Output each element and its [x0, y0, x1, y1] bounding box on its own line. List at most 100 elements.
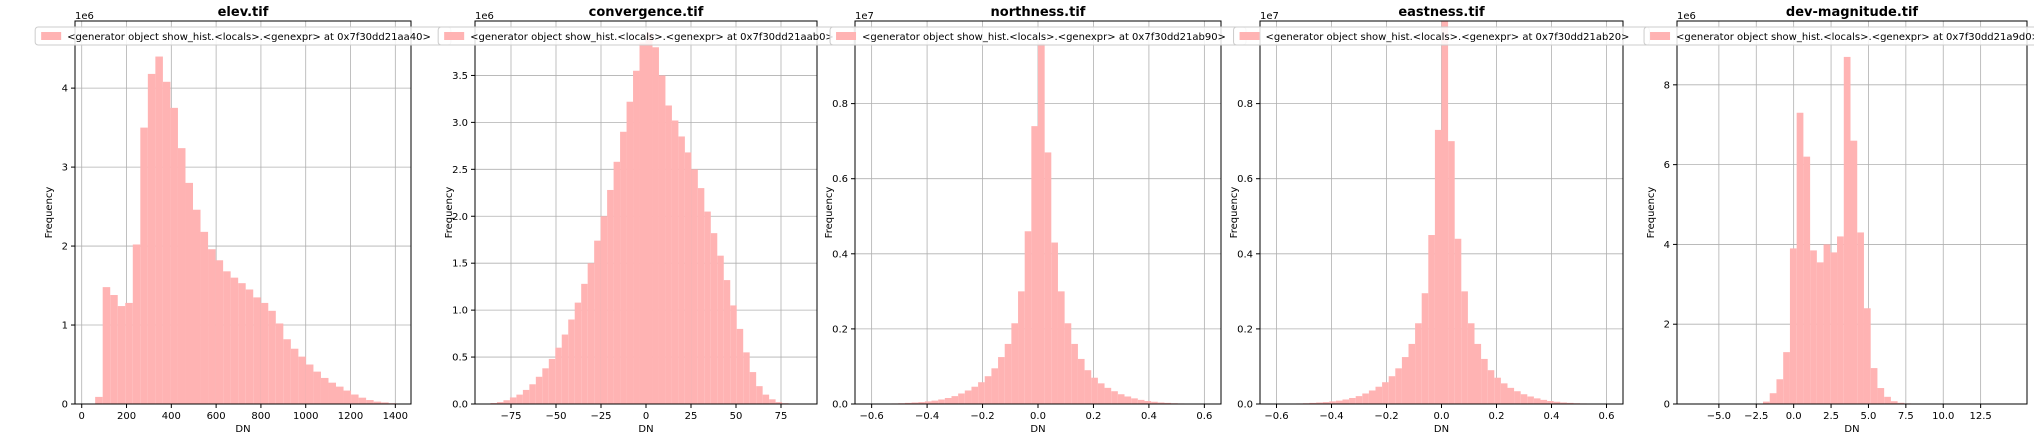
histogram-bar [1884, 396, 1891, 404]
y-tick-label: 4 [62, 84, 68, 95]
histogram-bar [95, 396, 103, 404]
x-tick-label: 12.5 [1969, 411, 1991, 422]
histogram-bar [1890, 401, 1898, 404]
histogram-bar [381, 402, 389, 404]
subplot-1: 0 200 400 600 800 1000 1200 1400 0 1 2 3 4 elev.tif DN… [34, 5, 452, 435]
histogram-bar [1024, 231, 1032, 404]
histogram-bar [358, 397, 367, 404]
chart-title: northness.tif [991, 5, 1086, 20]
histogram-bar [704, 211, 711, 404]
histogram-bar [328, 382, 337, 404]
histogram-bar [938, 399, 945, 404]
histogram-bar [1533, 398, 1541, 404]
histogram-bar [1560, 402, 1567, 404]
histogram-bar [305, 364, 314, 404]
histogram-bar [1540, 399, 1548, 404]
histogram-bar [1057, 291, 1065, 404]
legend: <generator object show_hist.<locals>.<ge… [829, 26, 1247, 46]
x-tick-label: 0.6 [1599, 411, 1615, 422]
histogram-bar [1461, 291, 1468, 404]
histogram-bar [607, 189, 614, 404]
x-tick-label: −2.5 [1744, 411, 1768, 422]
y-axis-label: Frequency [444, 187, 455, 239]
legend: <generator object show_hist.<locals>.<ge… [1643, 26, 2034, 46]
x-tick-label: −75 [500, 411, 521, 422]
histogram-bar [1157, 402, 1165, 404]
histogram-bar [998, 357, 1005, 404]
histogram-bar [1388, 376, 1396, 404]
histogram-bar [283, 339, 291, 404]
histogram-bar [710, 233, 718, 404]
histogram-bar [117, 306, 126, 404]
histogram-bar [1514, 391, 1521, 404]
y-axis-label: Frequency [824, 187, 835, 239]
x-axis-label: DN [235, 424, 250, 435]
x-tick-label: 0.4 [1544, 411, 1560, 422]
x-tick-label: 0 [79, 411, 85, 422]
histogram-bar [320, 377, 329, 404]
histogram-bar [155, 56, 163, 405]
histogram-bar [177, 148, 186, 404]
x-tick-label: −0.4 [1319, 411, 1343, 422]
histogram-bar [313, 371, 321, 404]
legend-swatch [444, 32, 465, 40]
y-tick-label: 0.4 [1237, 249, 1253, 260]
legend-box [1643, 26, 2034, 46]
histogram-bar [1487, 370, 1495, 404]
histogram-bar [1031, 126, 1038, 404]
legend: <generator object show_hist.<locals>.<ge… [437, 26, 855, 46]
histogram-bar [717, 255, 724, 404]
histogram-bar [268, 310, 276, 404]
y-offset-label: 1e7 [855, 11, 874, 22]
histogram-bar [581, 283, 588, 404]
x-tick-label: 2.5 [1823, 411, 1839, 422]
histogram-bar [633, 70, 640, 405]
histogram-bar [1077, 358, 1085, 404]
histogram-bar [193, 209, 201, 404]
legend-swatch [836, 32, 857, 40]
histogram-bar [1810, 250, 1817, 404]
y-tick-label: 2 [1664, 320, 1670, 331]
histogram-bar [1368, 390, 1376, 404]
histogram-bar [736, 328, 744, 404]
x-tick-label: 0 [643, 411, 649, 422]
x-tick-label: −0.2 [1374, 411, 1398, 422]
x-tick-label: −0.6 [1264, 411, 1288, 422]
y-tick-label: 0 [1664, 400, 1670, 411]
y-tick-label: 3.0 [452, 118, 468, 129]
y-tick-label: 0 [62, 400, 68, 411]
histogram-bar [1137, 399, 1145, 404]
histogram-bar [373, 401, 382, 404]
histogram-bar [904, 402, 912, 404]
histogram-bar [665, 105, 672, 404]
x-tick-label: 10.0 [1932, 411, 1954, 422]
y-tick-label: 3 [62, 163, 68, 174]
histogram-bar [1870, 368, 1878, 404]
y-tick-label: 0.4 [832, 249, 848, 260]
histogram-bar [561, 334, 569, 404]
x-axis-label: DN [1030, 424, 1045, 435]
histogram-bar [1408, 343, 1416, 404]
histogram-bar [620, 131, 627, 405]
histogram-bar [1051, 242, 1058, 404]
histogram-bar [290, 348, 299, 404]
histogram-bar [1520, 394, 1528, 404]
y-axis-label: Frequency [1229, 187, 1240, 239]
histogram-bar [1863, 308, 1871, 404]
histogram-bar [102, 287, 111, 404]
histogram-bar [1823, 244, 1831, 404]
histogram-bar [1857, 232, 1864, 404]
histogram-bar [613, 161, 621, 404]
histogram-bar [775, 402, 783, 404]
x-tick-label: 0.0 [1786, 411, 1802, 422]
histogram-bar [529, 384, 536, 404]
y-tick-label: 0.0 [452, 400, 468, 411]
histogram-bar [535, 376, 543, 404]
histogram-bar [574, 302, 582, 404]
histogram-bar [1796, 112, 1804, 405]
x-tick-label: 0.0 [1434, 411, 1450, 422]
histogram-bar [1415, 323, 1422, 404]
histogram-bar [1763, 401, 1770, 404]
histogram-bar [215, 260, 224, 404]
y-tick-label: 1 [62, 321, 68, 332]
